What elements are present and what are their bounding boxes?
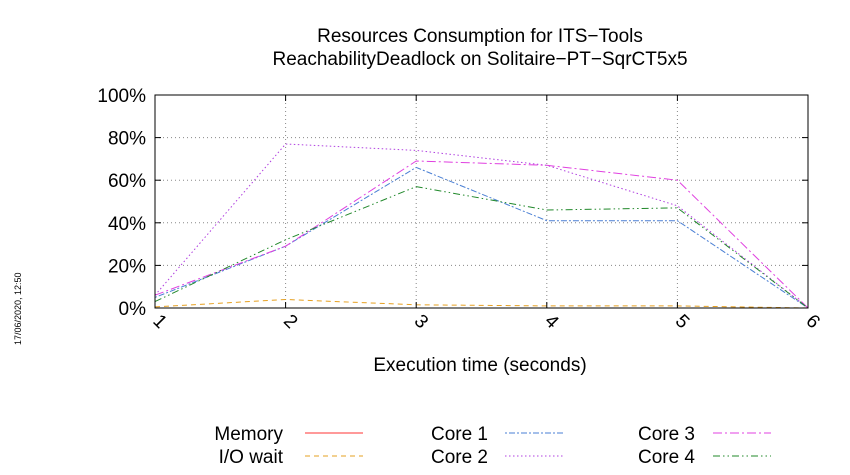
x-tick-label: 6 <box>801 311 823 333</box>
x-tick-label: 4 <box>540 311 563 334</box>
legend-label: Core 2 <box>431 447 488 468</box>
legend-label: I/O wait <box>219 447 284 468</box>
legend-label: Core 3 <box>638 424 695 445</box>
plot-frame <box>154 94 809 309</box>
series-line-core-2 <box>154 143 809 309</box>
grid <box>155 95 808 308</box>
y-tick-label: 100% <box>97 86 146 107</box>
series-line-core-1 <box>154 166 809 309</box>
series-line-core-3 <box>154 160 809 309</box>
legend-label: Memory <box>214 424 283 445</box>
series-line-i-o-wait <box>154 298 809 309</box>
y-axis-ticks: 0% 20% 40% 60% 80% 100% <box>97 86 808 320</box>
timestamp: 17/06/2020, 12:50 <box>13 272 23 345</box>
legend-label: Core 1 <box>431 424 488 445</box>
x-tick-label: 2 <box>279 311 301 333</box>
x-axis-ticks: 1 2 3 4 5 6 <box>148 95 824 334</box>
x-tick-label: 3 <box>410 311 432 333</box>
y-tick-label: 40% <box>108 214 146 235</box>
y-tick-label: 0% <box>119 299 147 320</box>
y-tick-label: 80% <box>108 129 146 150</box>
chart-subtitle: ReachabilityDeadlock on Solitaire−PT−Sqr… <box>272 49 687 70</box>
legend-label: Core 4 <box>638 447 695 468</box>
chart-title: Resources Consumption for ITS−Tools <box>317 26 643 47</box>
x-axis-label: Execution time (seconds) <box>373 355 586 376</box>
y-tick-label: 20% <box>108 256 146 277</box>
x-tick-label: 1 <box>148 311 170 333</box>
x-tick-label: 5 <box>671 311 693 333</box>
series-group <box>154 143 809 309</box>
y-tick-label: 60% <box>108 171 146 192</box>
series-line-core-4 <box>154 186 809 309</box>
